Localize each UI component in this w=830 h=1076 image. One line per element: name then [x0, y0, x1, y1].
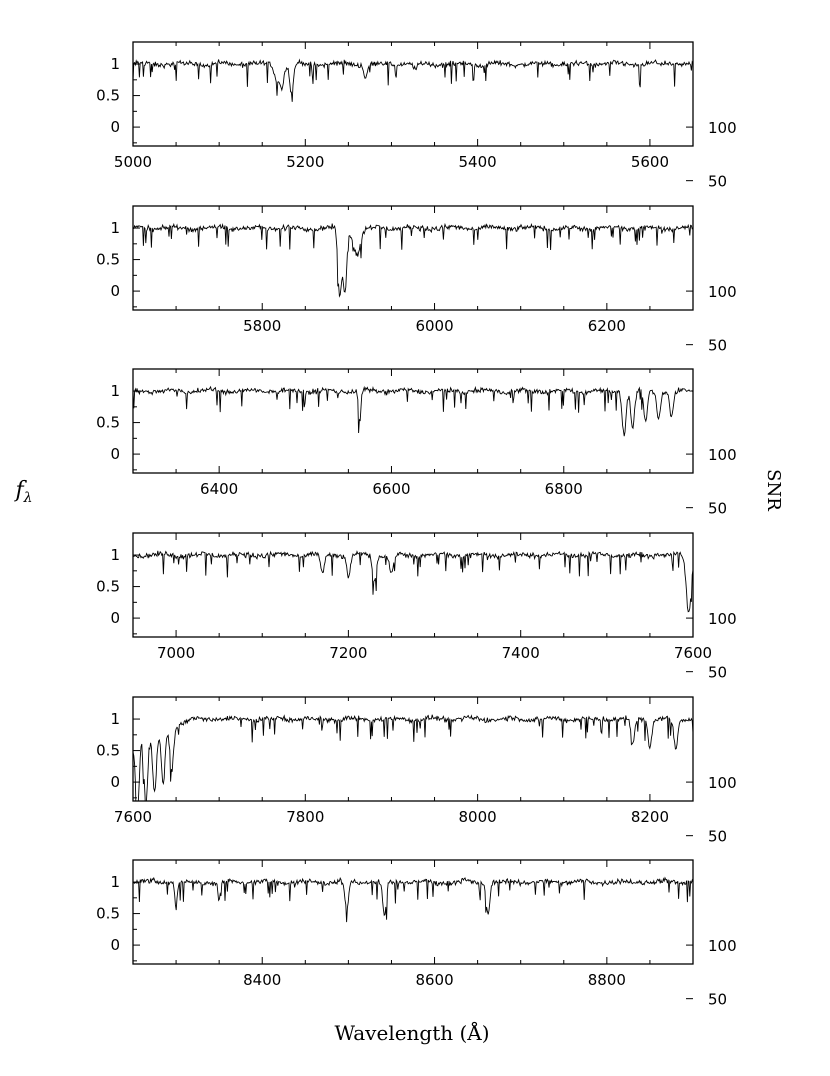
y-tick-label-right: 50 [708, 500, 727, 518]
x-tick-label: 6400 [200, 480, 238, 498]
y-tick-label-left: 0.5 [96, 87, 120, 105]
flux-series-3 [133, 385, 693, 437]
x-tick-label: 7200 [329, 644, 367, 662]
panel-frame-5 [132, 696, 694, 802]
snr-series-5 [133, 815, 693, 844]
y-tick-label-left: 0 [110, 282, 120, 300]
snr-series-4 [133, 651, 693, 689]
y-tick-label-right: 100 [708, 937, 737, 955]
y-tick-label-left: 0.5 [96, 578, 120, 596]
y-tick-label-left: 1 [110, 873, 120, 891]
x-tick-label: 8000 [459, 808, 497, 826]
panel-1: 5000 5200 5400 5600 1 0.5 0 100 50 [96, 41, 737, 191]
y-tick-label-left: 1 [110, 55, 120, 73]
x-tick-label: 8600 [415, 971, 453, 989]
flux-series-4 [133, 550, 693, 613]
x-tick-label: 7000 [157, 644, 195, 662]
y-tick-label-left: 1 [110, 710, 120, 728]
y-axis-label-right: SNR [763, 469, 784, 511]
y-tick-label-left: 0 [110, 936, 120, 954]
x-tick-label: 7600 [114, 808, 152, 826]
x-tick-label: 7600 [674, 644, 712, 662]
panel-frame-6 [132, 859, 694, 965]
y-tick-label-right: 50 [708, 337, 727, 355]
panel-3: 6400 6600 6800 1 0.5 0 100 50 [96, 368, 737, 518]
x-tick-label: 7800 [286, 808, 324, 826]
panel-2: 5800 6000 6200 1 0.5 0 100 50 [96, 205, 737, 355]
panel-frame-4 [132, 532, 694, 638]
y-tick-label-left: 0.5 [96, 905, 120, 923]
y-tick-label-right: 100 [708, 774, 737, 792]
flux-series-2 [133, 222, 693, 298]
x-tick-label: 6200 [588, 317, 626, 335]
y-tick-label-right: 100 [708, 610, 737, 628]
y-tick-label-right: 100 [708, 119, 737, 137]
y-tick-label-right: 50 [708, 173, 727, 191]
y-tick-label-left: 0.5 [96, 414, 120, 432]
x-tick-label: 8800 [588, 971, 626, 989]
x-tick-label: 5200 [286, 153, 324, 171]
flux-series-5 [133, 714, 693, 801]
y-axis-label-left-subscript: λ [23, 490, 33, 506]
y-tick-label-left: 1 [110, 382, 120, 400]
y-tick-label-left: 0 [110, 609, 120, 627]
x-tick-label: 8400 [243, 971, 281, 989]
x-tick-label: 6800 [545, 480, 583, 498]
y-tick-label-left: 0 [110, 118, 120, 136]
y-tick-label-left: 1 [110, 219, 120, 237]
y-tick-label-left: 0 [110, 773, 120, 791]
y-tick-label-right: 100 [708, 446, 737, 464]
x-tick-label: 7400 [502, 644, 540, 662]
x-tick-label: 5000 [114, 153, 152, 171]
panel-4: 7000 7200 7400 7600 1 0.5 0 100 50 [96, 532, 737, 689]
y-tick-label-right: 50 [708, 991, 727, 1009]
y-tick-label-right: 100 [708, 283, 737, 301]
panel-frame-1 [132, 41, 694, 147]
flux-series-6 [133, 876, 693, 923]
x-tick-label: 5400 [459, 153, 497, 171]
y-tick-label-right: 50 [708, 828, 727, 846]
x-tick-label: 8200 [631, 808, 669, 826]
x-tick-label: 5600 [631, 153, 669, 171]
panel-frame-3 [132, 368, 694, 474]
panel-frame-2 [132, 205, 694, 311]
y-tick-label-left: 0 [110, 445, 120, 463]
y-tick-label-left: 1 [110, 546, 120, 564]
x-tick-label: 5800 [243, 317, 281, 335]
panel-6: 8400 8600 8800 1 0.5 0 100 50 [96, 859, 737, 1009]
snr-series-1 [133, 160, 693, 186]
y-tick-label-left: 0.5 [96, 742, 120, 760]
x-tick-label: 6600 [372, 480, 410, 498]
y-tick-label-right: 50 [708, 664, 727, 682]
y-tick-label-left: 0.5 [96, 251, 120, 269]
y-axis-label-left: fλ [13, 478, 32, 506]
x-tick-label: 6000 [415, 317, 453, 335]
x-axis-label: Wavelength (Å) [334, 1020, 489, 1045]
flux-series-1 [133, 58, 693, 102]
panel-5: 7600 7800 8000 8200 1 0.5 0 100 50 [96, 696, 737, 846]
